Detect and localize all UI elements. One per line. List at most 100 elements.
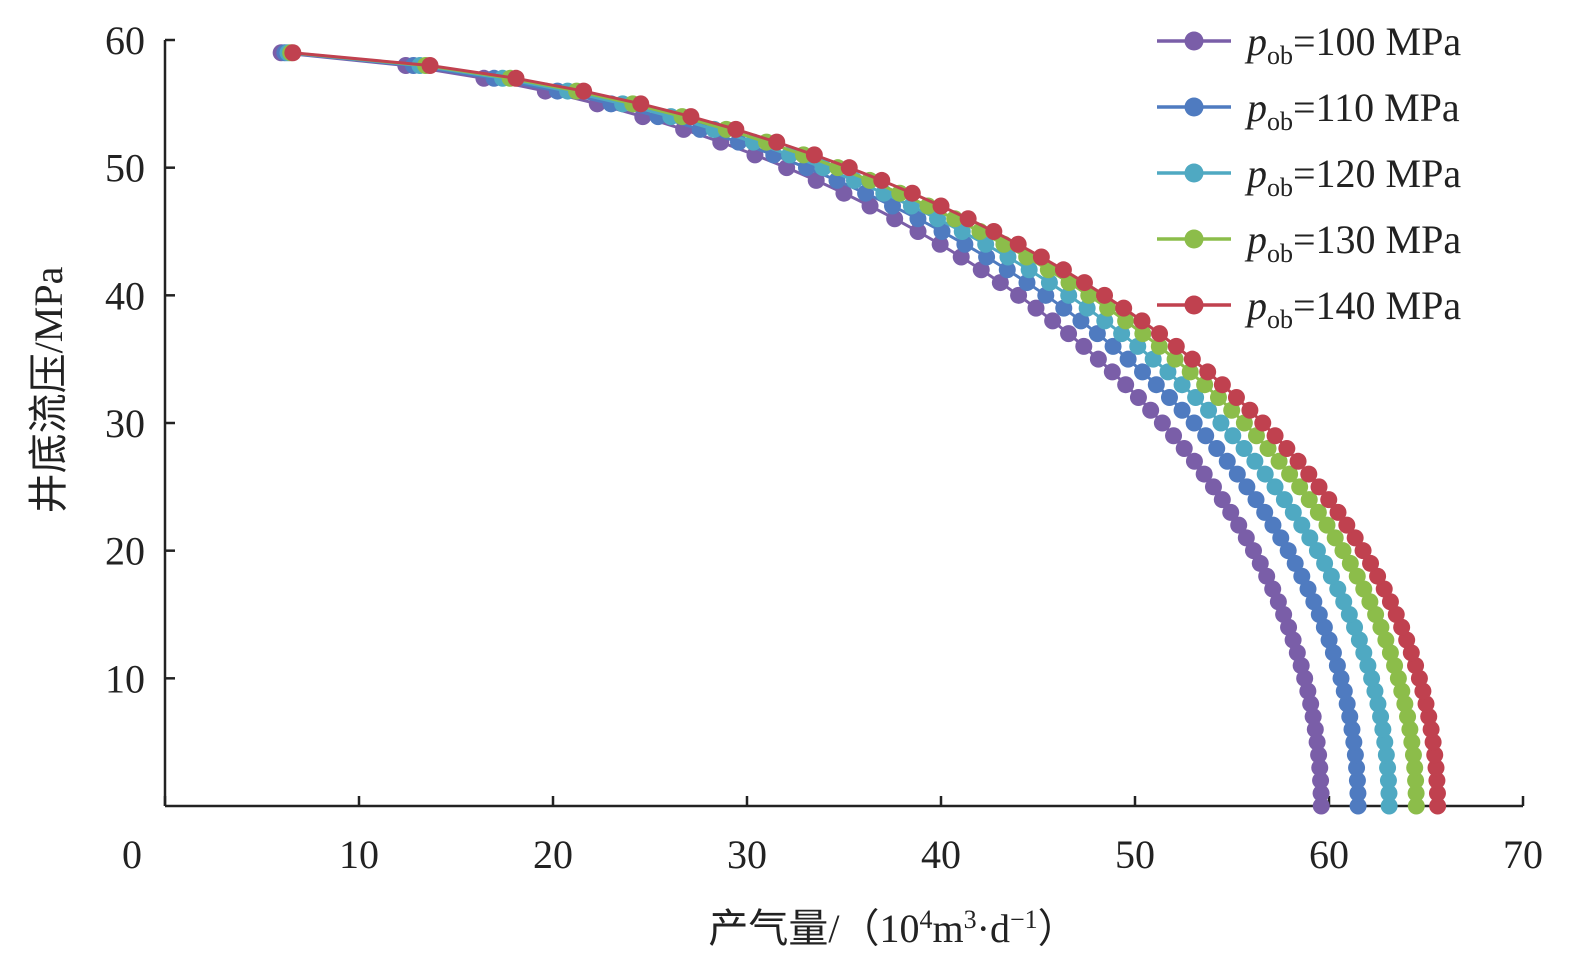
data-point — [1089, 350, 1107, 368]
data-point — [1196, 376, 1214, 394]
data-point — [1197, 427, 1215, 445]
data-point — [1256, 503, 1274, 521]
data-point — [1366, 682, 1384, 700]
legend-swatch-marker — [1184, 295, 1204, 315]
data-point — [1208, 440, 1226, 458]
data-point — [1375, 580, 1393, 598]
y-tick-label: 40 — [105, 273, 145, 318]
legend-swatch-marker — [1184, 163, 1204, 183]
data-point — [1212, 414, 1230, 432]
data-point — [1119, 350, 1137, 368]
data-point — [1151, 325, 1169, 343]
plot-series — [272, 44, 1447, 815]
data-point — [1369, 695, 1387, 713]
data-point — [1338, 695, 1356, 713]
data-point — [1381, 644, 1399, 662]
data-point — [727, 120, 745, 138]
data-point — [1230, 516, 1248, 534]
data-point — [1348, 771, 1366, 789]
data-point — [1329, 503, 1347, 521]
data-point — [575, 82, 593, 100]
data-point — [1374, 720, 1392, 738]
data-point — [1372, 708, 1390, 726]
data-point — [1320, 491, 1338, 509]
data-point — [1228, 465, 1246, 483]
data-point — [778, 159, 796, 177]
data-point — [1296, 669, 1314, 687]
data-point — [1389, 669, 1407, 687]
data-point — [1291, 478, 1309, 496]
data-point — [1393, 618, 1411, 636]
data-point — [1204, 478, 1222, 496]
data-point — [1348, 759, 1366, 777]
data-point — [1258, 567, 1276, 585]
data-point — [1037, 286, 1055, 304]
data-point — [1308, 542, 1326, 560]
data-point — [1200, 401, 1218, 419]
data-point — [959, 210, 977, 228]
data-point — [1310, 478, 1328, 496]
data-point — [1293, 516, 1311, 534]
series-1 — [272, 44, 1330, 815]
data-point — [1404, 746, 1422, 764]
data-point — [1343, 720, 1361, 738]
data-point — [1096, 286, 1114, 304]
data-point — [1266, 427, 1284, 445]
data-point — [1377, 746, 1395, 764]
data-point — [1072, 312, 1090, 330]
data-point — [1380, 797, 1398, 815]
data-point — [1361, 593, 1379, 611]
data-point — [1309, 503, 1327, 521]
legend-item: pob=130 MPa — [1157, 217, 1461, 268]
axes: 0 10 20 30 40 50 60 70 10 20 30 40 50 60 — [105, 18, 1543, 877]
data-point — [1300, 491, 1318, 509]
data-point — [1316, 554, 1334, 572]
data-point — [1218, 452, 1236, 470]
data-point — [1349, 797, 1367, 815]
data-point — [1279, 542, 1297, 560]
data-point — [1326, 529, 1344, 547]
data-point — [1300, 465, 1318, 483]
legend-label: pob=100 MPa — [1244, 19, 1461, 70]
legend-label: pob=130 MPa — [1244, 217, 1461, 268]
data-point — [1380, 784, 1398, 802]
data-point — [1238, 478, 1256, 496]
x-ticks: 0 10 20 30 40 50 60 70 — [122, 796, 1543, 877]
data-point — [1359, 657, 1377, 675]
data-point — [1414, 682, 1432, 700]
data-point — [1420, 708, 1438, 726]
legend-label: pob=140 MPa — [1244, 283, 1461, 334]
data-point — [1399, 708, 1417, 726]
data-point — [956, 235, 974, 253]
data-point — [1315, 618, 1333, 636]
data-point — [1407, 797, 1425, 815]
data-point — [1040, 274, 1058, 292]
data-point — [1401, 720, 1419, 738]
data-point — [1054, 261, 1072, 279]
data-point — [1183, 350, 1201, 368]
data-point — [1428, 784, 1446, 802]
data-point — [978, 248, 996, 266]
data-point — [1187, 388, 1205, 406]
data-point — [1175, 440, 1193, 458]
data-point — [1080, 286, 1098, 304]
data-point — [1134, 325, 1152, 343]
data-point — [1264, 516, 1282, 534]
data-point — [953, 223, 971, 240]
data-point — [1259, 440, 1277, 458]
x-tick-label: 10 — [339, 832, 379, 877]
data-point — [1055, 299, 1073, 317]
data-point — [991, 274, 1009, 292]
data-point — [903, 184, 921, 202]
data-point — [1302, 695, 1320, 713]
data-point — [1424, 733, 1442, 751]
data-point — [1299, 580, 1317, 598]
data-point — [1377, 631, 1395, 649]
data-point — [1096, 312, 1114, 330]
data-point — [1393, 682, 1411, 700]
legend-item: pob=110 MPa — [1157, 85, 1460, 136]
legend-label: pob=120 MPa — [1244, 151, 1461, 202]
data-point — [632, 95, 650, 113]
data-point — [1099, 299, 1117, 317]
